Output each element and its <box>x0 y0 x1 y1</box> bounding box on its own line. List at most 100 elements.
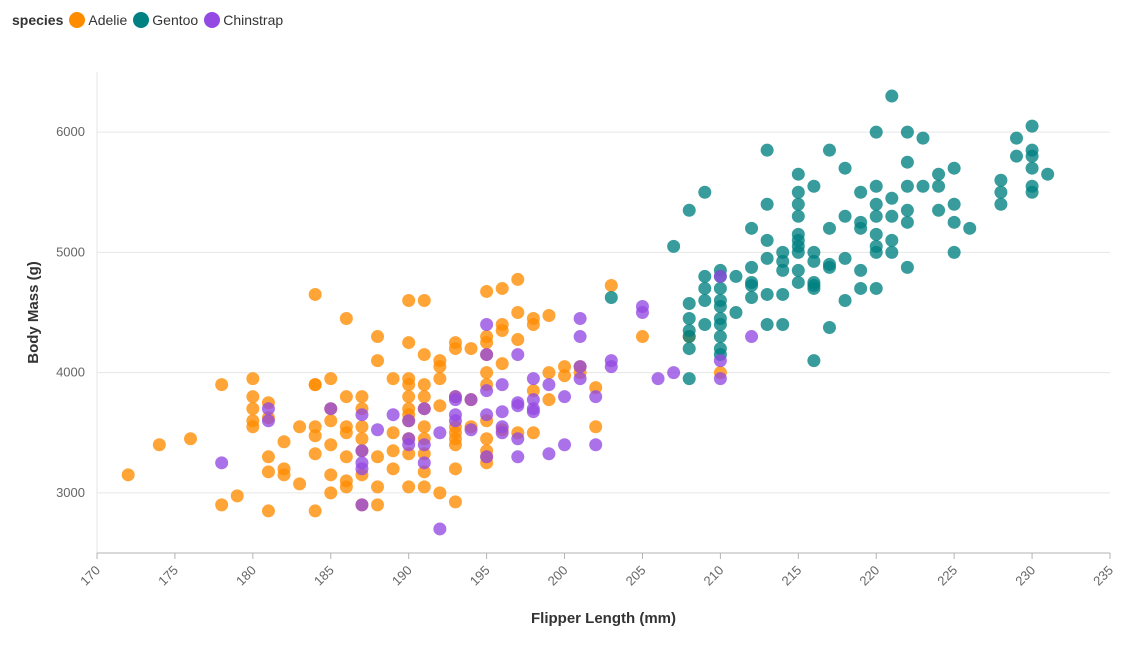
point-gentoo[interactable] <box>713 299 727 313</box>
point-chinstrap[interactable] <box>402 438 416 452</box>
point-gentoo[interactable] <box>869 245 883 259</box>
point-gentoo[interactable] <box>994 185 1008 199</box>
point-adelie[interactable] <box>308 447 322 461</box>
point-adelie[interactable] <box>355 420 369 434</box>
point-chinstrap[interactable] <box>573 360 587 374</box>
point-adelie[interactable] <box>355 390 369 404</box>
point-adelie[interactable] <box>308 378 322 392</box>
point-adelie[interactable] <box>542 393 556 407</box>
point-gentoo[interactable] <box>994 173 1008 187</box>
point-gentoo[interactable] <box>900 215 914 229</box>
point-adelie[interactable] <box>308 287 322 301</box>
point-gentoo[interactable] <box>885 209 899 223</box>
point-adelie[interactable] <box>589 381 603 395</box>
point-chinstrap[interactable] <box>495 426 509 440</box>
point-chinstrap[interactable] <box>651 372 665 386</box>
point-chinstrap[interactable] <box>433 426 447 440</box>
point-adelie[interactable] <box>495 357 509 371</box>
point-gentoo[interactable] <box>760 251 774 265</box>
point-adelie[interactable] <box>417 480 431 494</box>
point-gentoo[interactable] <box>900 155 914 169</box>
point-adelie[interactable] <box>277 468 291 482</box>
point-chinstrap[interactable] <box>371 423 385 437</box>
point-chinstrap[interactable] <box>448 393 462 407</box>
point-gentoo[interactable] <box>854 221 868 235</box>
point-gentoo[interactable] <box>869 281 883 295</box>
point-gentoo[interactable] <box>822 221 836 235</box>
point-adelie[interactable] <box>324 486 338 500</box>
point-gentoo[interactable] <box>760 197 774 211</box>
point-gentoo[interactable] <box>932 167 946 181</box>
point-chinstrap[interactable] <box>480 450 494 464</box>
legend-item-adelie[interactable]: Adelie <box>69 12 127 28</box>
point-gentoo[interactable] <box>807 179 821 193</box>
point-adelie[interactable] <box>371 330 385 344</box>
point-chinstrap[interactable] <box>464 423 478 437</box>
point-adelie[interactable] <box>433 360 447 374</box>
point-gentoo[interactable] <box>682 203 696 217</box>
point-gentoo[interactable] <box>776 287 790 301</box>
point-gentoo[interactable] <box>822 321 836 335</box>
point-gentoo[interactable] <box>807 281 821 295</box>
point-adelie[interactable] <box>371 480 385 494</box>
point-adelie[interactable] <box>402 480 416 494</box>
point-gentoo[interactable] <box>1025 185 1039 199</box>
point-chinstrap[interactable] <box>713 372 727 386</box>
point-gentoo[interactable] <box>916 179 930 193</box>
point-adelie[interactable] <box>261 504 275 518</box>
point-adelie[interactable] <box>480 366 494 380</box>
point-adelie[interactable] <box>246 420 260 434</box>
point-adelie[interactable] <box>526 318 540 332</box>
point-adelie[interactable] <box>371 354 385 368</box>
point-chinstrap[interactable] <box>324 402 338 416</box>
point-chinstrap[interactable] <box>402 414 416 428</box>
point-gentoo[interactable] <box>1025 149 1039 163</box>
point-adelie[interactable] <box>261 465 275 479</box>
point-adelie[interactable] <box>433 372 447 386</box>
point-adelie[interactable] <box>511 333 525 347</box>
point-adelie[interactable] <box>495 281 509 295</box>
point-chinstrap[interactable] <box>464 393 478 407</box>
point-chinstrap[interactable] <box>558 390 572 404</box>
point-adelie[interactable] <box>215 498 229 512</box>
point-gentoo[interactable] <box>838 209 852 223</box>
point-adelie[interactable] <box>386 426 400 440</box>
point-gentoo[interactable] <box>963 221 977 235</box>
point-adelie[interactable] <box>589 420 603 434</box>
point-adelie[interactable] <box>511 306 525 319</box>
point-chinstrap[interactable] <box>745 330 759 344</box>
point-adelie[interactable] <box>324 414 338 428</box>
point-adelie[interactable] <box>402 390 416 404</box>
point-adelie[interactable] <box>480 284 494 298</box>
point-adelie[interactable] <box>339 312 353 326</box>
point-adelie[interactable] <box>511 272 525 286</box>
point-gentoo[interactable] <box>682 372 696 386</box>
point-gentoo[interactable] <box>698 185 712 199</box>
point-chinstrap[interactable] <box>589 438 603 452</box>
point-chinstrap[interactable] <box>480 318 494 332</box>
point-gentoo[interactable] <box>682 342 696 356</box>
point-chinstrap[interactable] <box>355 408 369 422</box>
point-chinstrap[interactable] <box>417 402 431 416</box>
point-adelie[interactable] <box>417 293 431 307</box>
point-adelie[interactable] <box>635 330 649 344</box>
point-gentoo[interactable] <box>791 167 805 181</box>
point-adelie[interactable] <box>339 480 353 494</box>
point-chinstrap[interactable] <box>511 450 525 464</box>
point-gentoo[interactable] <box>791 185 805 199</box>
point-gentoo[interactable] <box>776 254 790 268</box>
point-gentoo[interactable] <box>822 143 836 157</box>
point-gentoo[interactable] <box>838 161 852 175</box>
point-adelie[interactable] <box>371 450 385 464</box>
point-gentoo[interactable] <box>791 275 805 289</box>
point-gentoo[interactable] <box>713 318 727 332</box>
point-gentoo[interactable] <box>1041 167 1055 181</box>
point-chinstrap[interactable] <box>589 390 603 404</box>
point-chinstrap[interactable] <box>261 414 275 428</box>
point-chinstrap[interactable] <box>542 447 556 461</box>
point-gentoo[interactable] <box>776 263 790 277</box>
point-adelie[interactable] <box>215 378 229 392</box>
point-gentoo[interactable] <box>713 330 727 344</box>
point-adelie[interactable] <box>261 450 275 464</box>
point-gentoo[interactable] <box>947 215 961 229</box>
